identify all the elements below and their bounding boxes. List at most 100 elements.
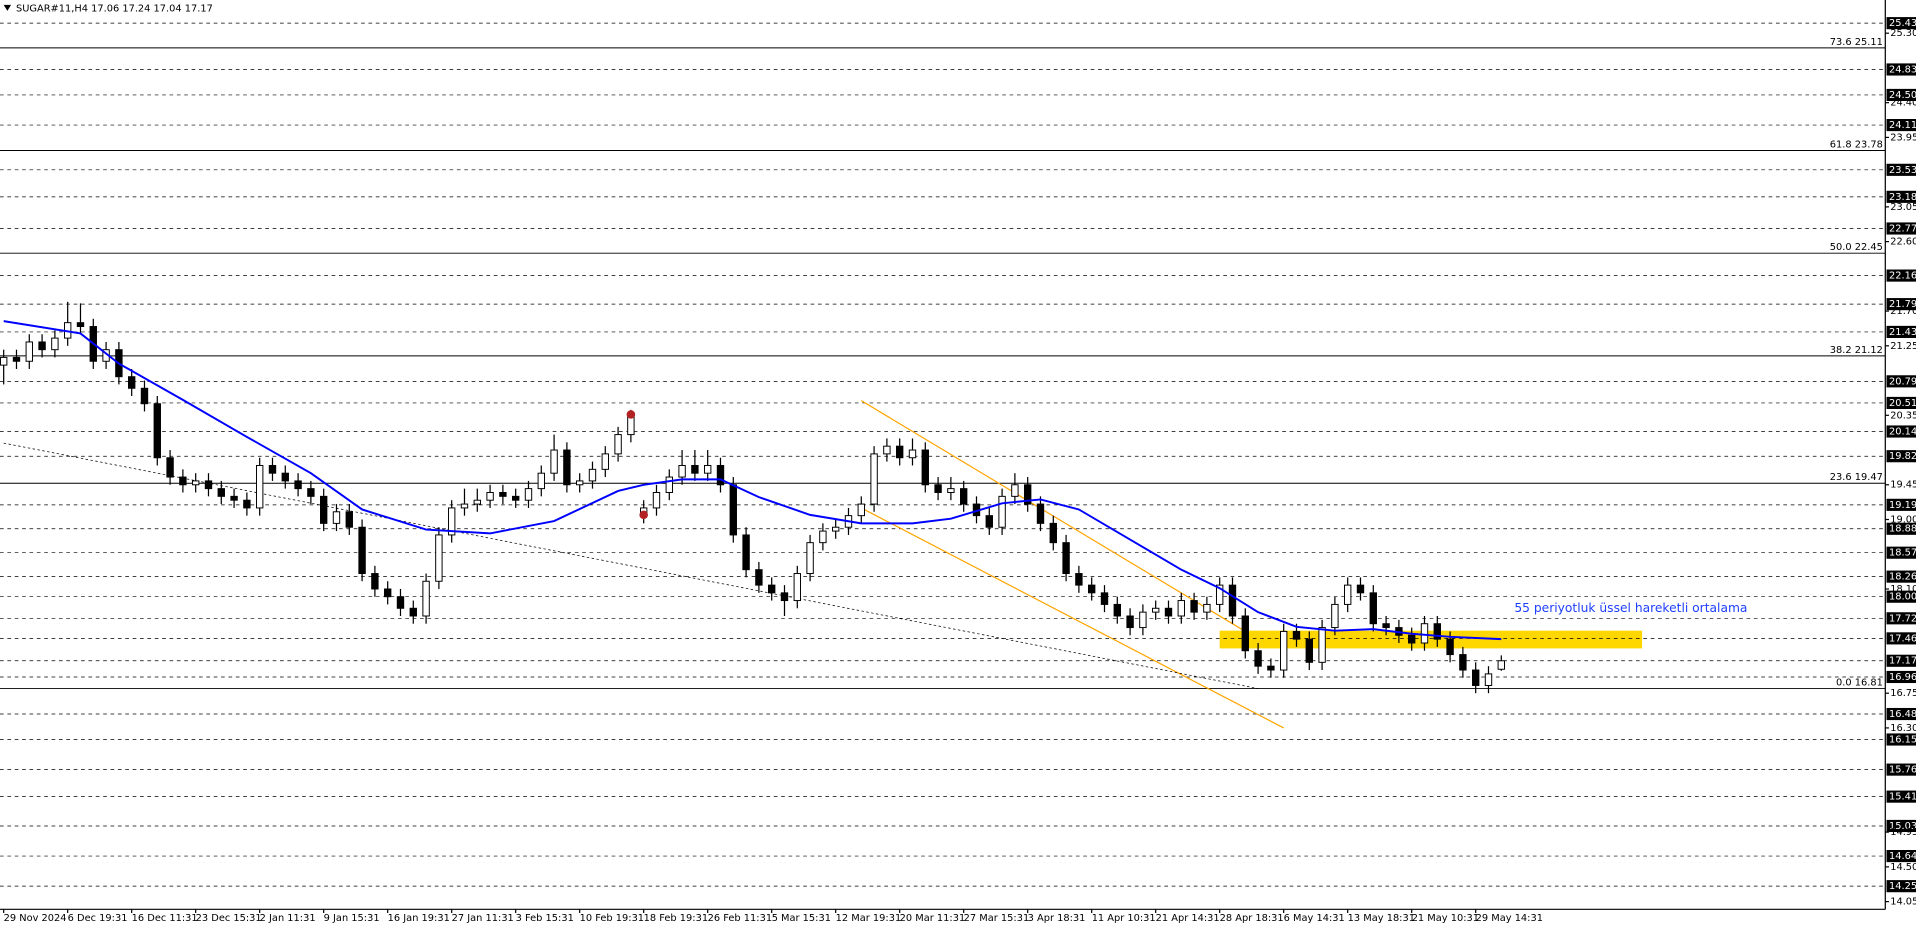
candle-body (652, 492, 661, 509)
y-tick-label: 16.75 (1890, 688, 1916, 699)
candle-body (435, 534, 443, 582)
level-label: 18.00 (1889, 592, 1916, 603)
level-label-box (1886, 546, 1916, 559)
annotation: 55 periyotluk üssel hareketli ortalama (1514, 601, 1747, 615)
candle-body (1164, 607, 1173, 617)
y-tick-label: 14.95 (1890, 827, 1916, 838)
level-label: 22.77 (1889, 224, 1916, 235)
candle-body (204, 480, 213, 490)
candle-body (1126, 615, 1134, 629)
level-label: 15.41 (1889, 792, 1916, 803)
candle-body (332, 511, 341, 524)
candle-body (1344, 584, 1352, 605)
x-tick-label: 13 May 18:31 (1348, 913, 1415, 924)
candle-body (678, 464, 686, 478)
x-tick-label: 29 May 14:31 (1476, 913, 1543, 924)
y-tick-label: 23.05 (1890, 202, 1916, 213)
level-label-box (1886, 790, 1916, 803)
candle-body (268, 464, 277, 474)
candle-body (12, 356, 21, 362)
candle-body (819, 530, 827, 544)
level-label: 23.18 (1889, 192, 1916, 203)
candle-body (1011, 484, 1019, 497)
level-label-box (1886, 298, 1916, 311)
level-label-box (1886, 880, 1916, 893)
level-label-box (1886, 707, 1916, 721)
x-tick-label: 9 Jan 15:31 (324, 913, 380, 924)
candle-body (921, 449, 929, 486)
y-tick-label: 19.00 (1890, 515, 1916, 526)
candle-body (396, 596, 405, 609)
candle-body (665, 476, 673, 493)
x-tick-label: 27 Jan 11:31 (452, 913, 514, 924)
x-tick-label: 29 Nov 2024 (4, 913, 67, 924)
candle-body (1062, 542, 1070, 575)
title: SUGAR#11,H4 (16, 4, 88, 15)
x-tick-label: 27 Mar 15:31 (964, 913, 1030, 924)
level-label-box (1886, 632, 1916, 645)
candle-body (716, 464, 725, 486)
x-tick-label: 2 Jan 11:31 (260, 913, 316, 924)
level-label: 19.82 (1889, 451, 1916, 462)
fib-label: 50.0 22.45 (1830, 242, 1883, 253)
candle-body (575, 480, 584, 486)
candle-body (460, 503, 469, 509)
level-label-box (1886, 570, 1916, 583)
level-label-box (1886, 612, 1916, 625)
candle-body (1369, 592, 1377, 625)
candle-body (870, 453, 878, 505)
level-label-box (1886, 17, 1916, 30)
candle-body (127, 376, 136, 389)
candle-body (959, 488, 968, 505)
level-label-box (1886, 396, 1916, 410)
y-tick-label: 20.35 (1890, 410, 1916, 421)
candle-body (742, 534, 750, 571)
x-tick-label: 5 Mar 15:31 (772, 913, 831, 924)
candle-body (1408, 634, 1416, 644)
candle-body (1177, 600, 1185, 617)
candle-body (793, 573, 801, 602)
ema-line (3, 320, 1502, 641)
level-label: 17.72 (1889, 613, 1916, 624)
level-label-box (1886, 190, 1916, 203)
candle-body (934, 484, 942, 493)
candle-body (1023, 484, 1032, 505)
y-tick-label: 24.40 (1890, 98, 1916, 109)
level-label-box (1886, 819, 1916, 833)
level-label-box (1886, 763, 1916, 776)
candle-body (307, 488, 315, 497)
candle-body (473, 499, 481, 505)
level-label: 16.48 (1889, 709, 1916, 720)
candle-body (447, 507, 456, 536)
level-label-box (1886, 522, 1916, 535)
candle-body (25, 341, 33, 362)
level-label-box (1886, 163, 1916, 176)
x-tick-label: 16 Dec 11:31 (132, 913, 198, 924)
candle-body (1190, 600, 1198, 613)
level-label: 16.15 (1889, 735, 1916, 746)
x-tick-label: 12 Mar 19:31 (836, 913, 902, 924)
candle-body (601, 453, 609, 470)
level-label: 18.88 (1889, 524, 1916, 535)
candle-body (1497, 660, 1505, 670)
x-tick-label: 23 Dec 15:31 (196, 913, 262, 924)
x-tick-label: 21 Apr 14:31 (1156, 913, 1220, 924)
candle-body (1100, 592, 1109, 605)
candle-body (1267, 665, 1275, 671)
candle-body (729, 484, 737, 536)
candle-body (998, 495, 1006, 528)
level-label: 17.17 (1889, 656, 1916, 667)
level-label-box (1886, 325, 1916, 338)
candle-body (1036, 503, 1045, 524)
candle-body (1446, 638, 1454, 656)
level-label-box (1886, 375, 1916, 388)
candle-body (217, 488, 225, 497)
candle-body (614, 434, 622, 455)
candle-body (1459, 654, 1467, 671)
level-label-box (1886, 118, 1916, 132)
candle-body (1087, 584, 1096, 594)
level-label-box (1886, 63, 1916, 76)
level-label-box (1886, 425, 1916, 438)
candle-body (755, 569, 763, 586)
candle-body (358, 526, 366, 575)
